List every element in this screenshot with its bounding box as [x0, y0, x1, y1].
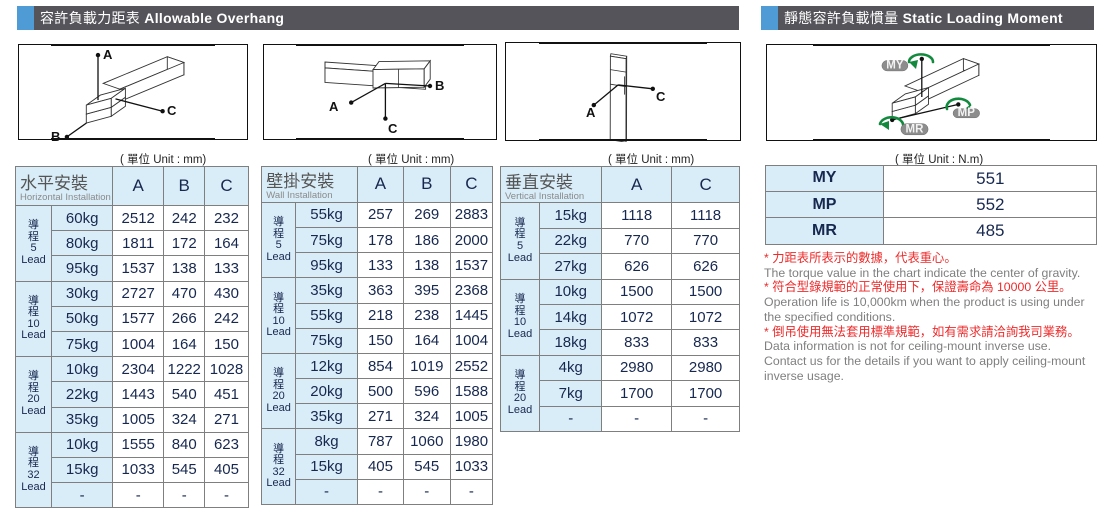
- svg-text:A: A: [329, 99, 339, 114]
- svg-text:B: B: [435, 78, 444, 93]
- svg-text:C: C: [656, 89, 666, 104]
- svg-text:MY: MY: [886, 60, 904, 72]
- svg-text:C: C: [388, 121, 398, 136]
- svg-text:A: A: [103, 47, 113, 62]
- svg-text:A: A: [586, 105, 596, 120]
- svg-text:MR: MR: [906, 123, 925, 135]
- svg-text:MP: MP: [958, 107, 976, 119]
- svg-text:C: C: [167, 103, 177, 118]
